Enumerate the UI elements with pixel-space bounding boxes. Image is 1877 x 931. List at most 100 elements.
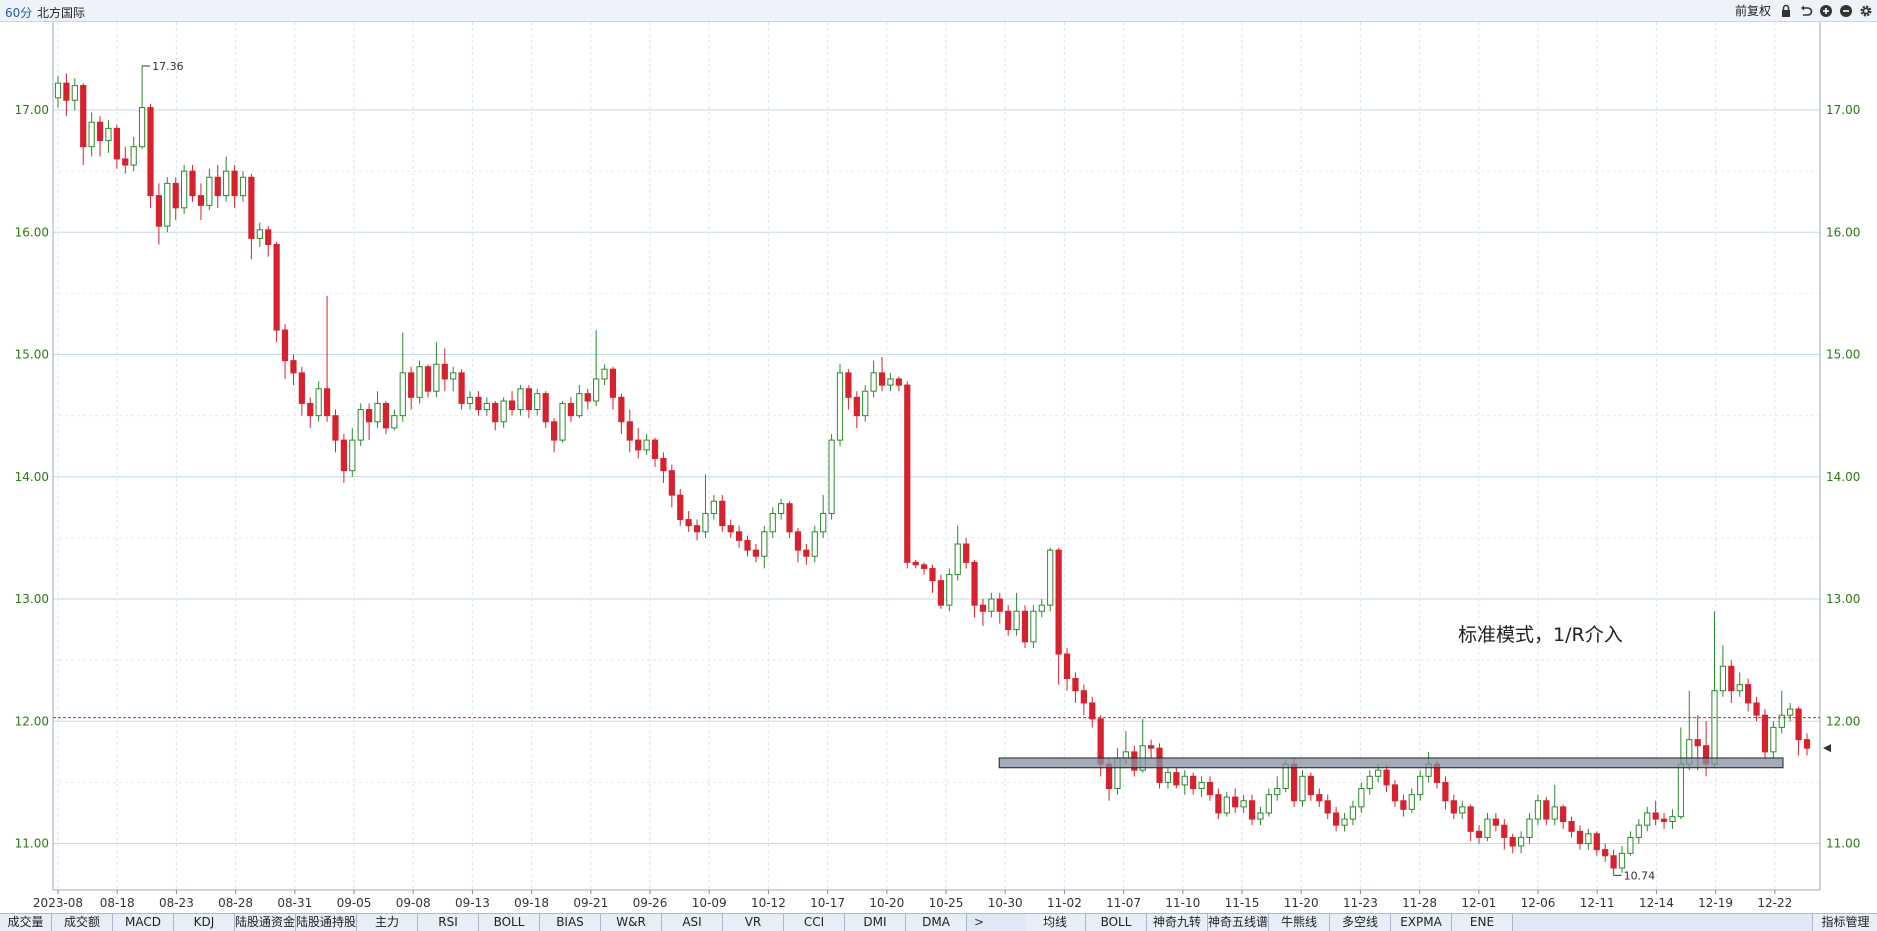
overlay-tab[interactable]: ENE: [1452, 914, 1513, 931]
candle-body: [769, 512, 776, 533]
candle-body: [836, 372, 844, 441]
settings-icon[interactable]: [1859, 4, 1873, 18]
candle-body: [820, 512, 827, 533]
candle: [853, 391, 860, 428]
candle-body: [576, 393, 583, 417]
x-tick-label: 12-22: [1757, 896, 1792, 910]
candle: [155, 183, 163, 245]
candle: [1467, 804, 1474, 842]
candle: [1417, 770, 1424, 801]
indicator-tab[interactable]: DMA: [906, 914, 967, 931]
x-tick-label: 08-31: [277, 896, 312, 910]
candle-body: [1349, 806, 1357, 820]
candle: [1324, 794, 1331, 820]
lock-icon[interactable]: [1779, 4, 1793, 18]
candle: [349, 427, 356, 477]
candle-body: [307, 402, 314, 417]
candle-body: [1728, 665, 1735, 692]
candle: [769, 507, 776, 538]
indicator-tab[interactable]: DMI: [845, 914, 906, 931]
candle: [1551, 784, 1558, 826]
indicator-tab[interactable]: 主力: [357, 914, 418, 931]
candle-body: [1324, 800, 1331, 814]
candle-body: [88, 121, 95, 148]
candle: [366, 403, 373, 441]
overlay-tab[interactable]: 多空线: [1330, 914, 1391, 931]
candle: [1736, 672, 1743, 697]
period-selector[interactable]: 60分: [5, 6, 33, 20]
indicator-tab[interactable]: 成交额: [52, 914, 113, 931]
candle: [88, 112, 95, 157]
x-tick-label: 09-18: [514, 896, 549, 910]
x-tick-label: 08-23: [159, 896, 194, 910]
candle-body: [1585, 833, 1592, 845]
y-tick-left: 15.00: [15, 348, 49, 362]
candle-body: [1761, 714, 1769, 753]
candle: [298, 366, 305, 416]
candle-body: [1181, 775, 1188, 786]
candle: [1089, 696, 1096, 728]
adjust-selector[interactable]: 前复权: [1734, 4, 1771, 18]
candle: [130, 136, 137, 172]
candle: [609, 366, 617, 410]
candle-body: [1459, 806, 1466, 814]
indicator-tab[interactable]: 陆股通持股: [296, 914, 357, 931]
y-tick-right: 15.00: [1826, 348, 1860, 362]
indicator-tab[interactable]: BIAS: [540, 914, 601, 931]
candle: [727, 519, 734, 538]
candle-body: [138, 107, 146, 148]
zoom-in-icon[interactable]: [1819, 4, 1833, 18]
indicator-tab[interactable]: VR: [723, 914, 784, 931]
candle-body: [794, 531, 802, 551]
strategy-annotation: 标准模式，1/R介入: [1458, 624, 1623, 646]
candle-body: [1803, 739, 1811, 749]
candle-body: [677, 494, 684, 521]
y-tick-right: 16.00: [1826, 225, 1860, 239]
candle-body: [1358, 788, 1365, 808]
candle: [778, 498, 785, 520]
overlay-tab[interactable]: 神奇九转: [1147, 914, 1208, 931]
indicator-manage-button[interactable]: 指标管理: [1812, 914, 1877, 931]
overlay-tab[interactable]: 神奇五线谱: [1208, 914, 1269, 931]
candle-body: [1568, 821, 1575, 832]
indicator-tab[interactable]: W&R: [601, 914, 662, 931]
candle: [963, 537, 970, 569]
candle-body: [458, 372, 465, 404]
candle-body: [1005, 610, 1012, 631]
candle: [761, 525, 768, 569]
candle-body: [181, 170, 188, 209]
candle: [323, 295, 331, 422]
x-tick-label: 09-26: [633, 896, 668, 910]
x-tick-label: 12-01: [1461, 896, 1496, 910]
indicator-tab[interactable]: RSI: [418, 914, 479, 931]
candle-body: [534, 393, 541, 411]
candle: [307, 397, 314, 428]
candle: [1021, 605, 1029, 648]
candle: [820, 495, 827, 538]
candle-body: [1669, 816, 1676, 823]
indicator-tab[interactable]: CCI: [784, 914, 845, 931]
candle-body: [1366, 775, 1373, 790]
candle: [1164, 767, 1172, 789]
overlay-tab[interactable]: EXPMA: [1391, 914, 1452, 931]
candle: [1534, 794, 1542, 826]
overlay-tab[interactable]: 均线: [1025, 914, 1086, 931]
indicator-tab[interactable]: ASI: [662, 914, 723, 931]
indicator-tab[interactable]: 陆股通资金: [235, 914, 296, 931]
low-label: 10.74: [1624, 869, 1656, 882]
overlay-tab[interactable]: BOLL: [1086, 914, 1147, 931]
candle: [1745, 678, 1752, 712]
undo-icon[interactable]: [1799, 4, 1813, 18]
candle-body: [853, 396, 860, 417]
more-tabs-arrow[interactable]: >: [973, 915, 985, 929]
candle-body: [1408, 794, 1415, 810]
overlay-tab[interactable]: 牛熊线: [1269, 914, 1330, 931]
candlestick-chart[interactable]: 17.00 16.00 15.00 14.00 13.00 12.00 11.00 17.0…: [0, 22, 1877, 913]
indicator-tab[interactable]: BOLL: [479, 914, 540, 931]
indicator-tab[interactable]: KDJ: [174, 914, 235, 931]
zoom-out-icon[interactable]: [1839, 4, 1853, 18]
candle: [1400, 794, 1407, 817]
indicator-tab[interactable]: MACD: [113, 914, 174, 931]
candle-body: [1501, 824, 1508, 838]
indicator-tab[interactable]: 成交量: [0, 914, 52, 931]
